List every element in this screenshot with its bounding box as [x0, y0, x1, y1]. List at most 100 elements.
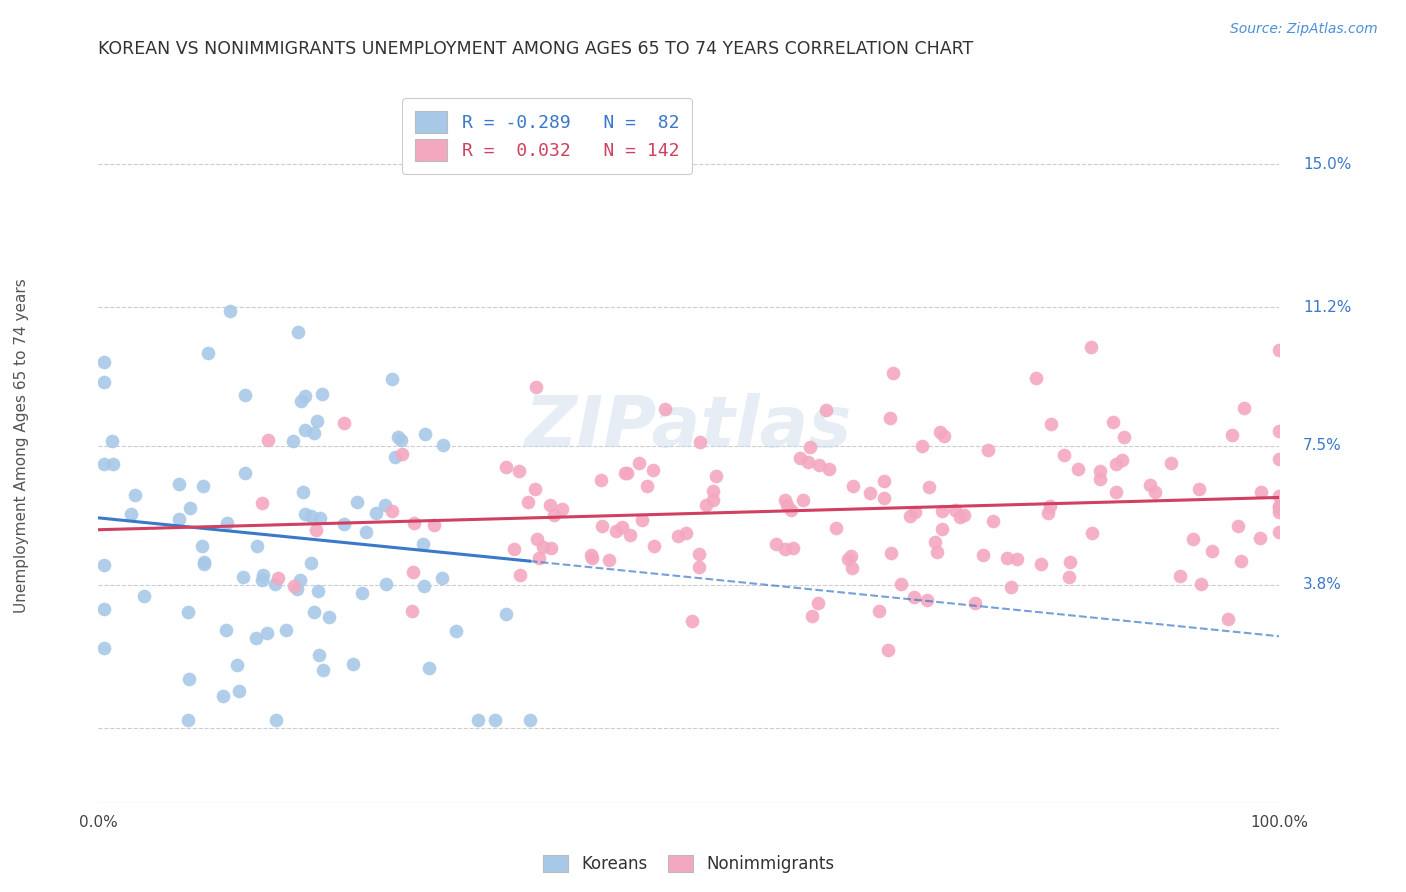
Point [519, 713, 541, 727]
Point [1268, 489, 1291, 503]
Point [879, 411, 901, 425]
Point [218, 304, 240, 318]
Point [288, 573, 311, 587]
Point [93, 641, 115, 656]
Point [859, 486, 882, 500]
Point [1220, 427, 1243, 442]
Point [467, 713, 489, 727]
Point [276, 624, 298, 638]
Point [93, 458, 115, 472]
Point [283, 579, 305, 593]
Point [928, 425, 950, 439]
Point [1268, 499, 1291, 513]
Point [972, 548, 994, 562]
Point [911, 439, 934, 453]
Point [100, 434, 122, 448]
Point [333, 417, 356, 431]
Point [1101, 415, 1123, 429]
Text: 3.8%: 3.8% [1303, 577, 1341, 592]
Point [1039, 500, 1062, 514]
Point [305, 523, 328, 537]
Point [1059, 570, 1081, 584]
Point [779, 502, 801, 516]
Point [1268, 452, 1291, 467]
Legend: Koreans, Nonimmigrants: Koreans, Nonimmigrants [537, 848, 841, 880]
Point [540, 541, 562, 555]
Point [995, 551, 1018, 566]
Point [1168, 568, 1191, 582]
Point [1188, 482, 1211, 496]
Point [776, 498, 799, 512]
Point [873, 491, 896, 506]
Point [495, 607, 517, 621]
Point [346, 495, 368, 509]
Point [132, 589, 155, 603]
Point [543, 508, 565, 523]
Point [387, 430, 409, 444]
Point [1268, 504, 1291, 518]
Point [1268, 500, 1291, 515]
Point [228, 684, 250, 698]
Point [581, 551, 603, 566]
Point [412, 579, 434, 593]
Point [267, 570, 290, 584]
Point [654, 402, 676, 417]
Point [509, 568, 531, 582]
Point [1112, 430, 1135, 444]
Point [880, 546, 903, 560]
Point [688, 547, 710, 561]
Point [167, 512, 190, 526]
Point [332, 516, 354, 531]
Point [179, 500, 201, 515]
Point [307, 583, 329, 598]
Point [292, 484, 315, 499]
Point [197, 345, 219, 359]
Point [918, 480, 941, 494]
Point [93, 375, 115, 389]
Point [285, 582, 308, 597]
Point [342, 657, 364, 672]
Point [977, 442, 1000, 457]
Point [211, 690, 233, 704]
Text: ZIPatlas: ZIPatlas [526, 392, 852, 462]
Point [308, 648, 330, 662]
Point [932, 429, 955, 443]
Point [352, 586, 374, 600]
Point [318, 609, 340, 624]
Point [695, 498, 717, 512]
Point [93, 602, 115, 616]
Point [374, 498, 396, 512]
Point [177, 605, 200, 619]
Point [1067, 461, 1090, 475]
Point [524, 380, 547, 394]
Point [263, 576, 285, 591]
Point [305, 414, 328, 428]
Point [837, 552, 859, 566]
Point [890, 577, 912, 591]
Text: 7.5%: 7.5% [1303, 439, 1341, 453]
Point [963, 596, 986, 610]
Point [949, 510, 972, 524]
Point [931, 522, 953, 536]
Point [702, 493, 724, 508]
Point [1268, 425, 1291, 439]
Text: KOREAN VS NONIMMIGRANTS UNEMPLOYMENT AMONG AGES 65 TO 74 YEARS CORRELATION CHART: KOREAN VS NONIMMIGRANTS UNEMPLOYMENT AMO… [98, 40, 974, 58]
Point [1189, 576, 1212, 591]
Point [517, 495, 540, 509]
Point [873, 474, 896, 488]
Point [299, 556, 322, 570]
Point [1104, 457, 1126, 471]
Point [1025, 371, 1047, 385]
Point [430, 571, 453, 585]
Point [904, 506, 927, 520]
Point [312, 663, 335, 677]
Point [1268, 524, 1291, 539]
Point [233, 466, 256, 480]
Point [689, 434, 711, 449]
Point [1029, 557, 1052, 571]
Point [215, 623, 238, 637]
Point [523, 482, 546, 496]
Point [309, 511, 332, 525]
Point [898, 508, 921, 523]
Point [903, 590, 925, 604]
